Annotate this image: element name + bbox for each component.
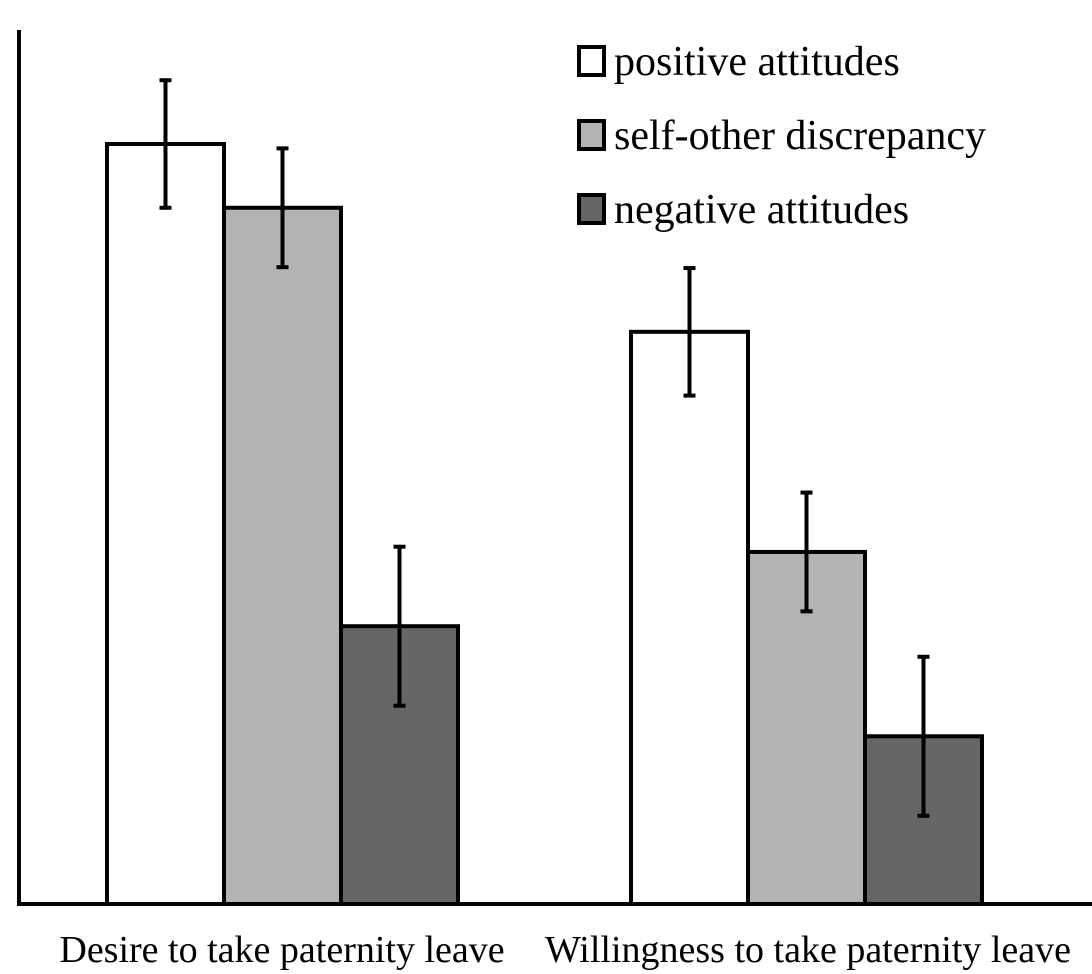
- error-bar: [683, 266, 696, 398]
- legend-item: positive attitudes: [577, 39, 900, 85]
- legend-swatch: [577, 119, 606, 151]
- legend-label: negative attitudes: [614, 187, 909, 233]
- bars-layer: [105, 142, 984, 907]
- legend-swatch: [577, 45, 606, 77]
- error-bar: [159, 78, 172, 210]
- legend-item: self-other discrepancy: [577, 113, 986, 159]
- bar: [222, 205, 343, 906]
- legend: positive attitudes self-other discrepanc…: [577, 39, 986, 233]
- legend-item: negative attitudes: [577, 187, 909, 233]
- legend-swatch: [577, 193, 606, 225]
- error-bar: [276, 146, 289, 270]
- axes: [17, 30, 1092, 906]
- category-label: Willingness to take paternity leave: [545, 929, 1071, 971]
- error-bar: [800, 490, 813, 614]
- error-bar: [393, 544, 406, 708]
- bar: [629, 329, 750, 906]
- legend-label: self-other discrepancy: [614, 113, 986, 159]
- error-bars-layer: [159, 78, 930, 818]
- category-label: Desire to take paternity leave: [59, 929, 504, 971]
- category-labels: Desire to take paternity leave Willingne…: [59, 929, 1071, 971]
- bar: [105, 142, 226, 906]
- error-bar: [917, 654, 930, 818]
- legend-label: positive attitudes: [614, 39, 900, 85]
